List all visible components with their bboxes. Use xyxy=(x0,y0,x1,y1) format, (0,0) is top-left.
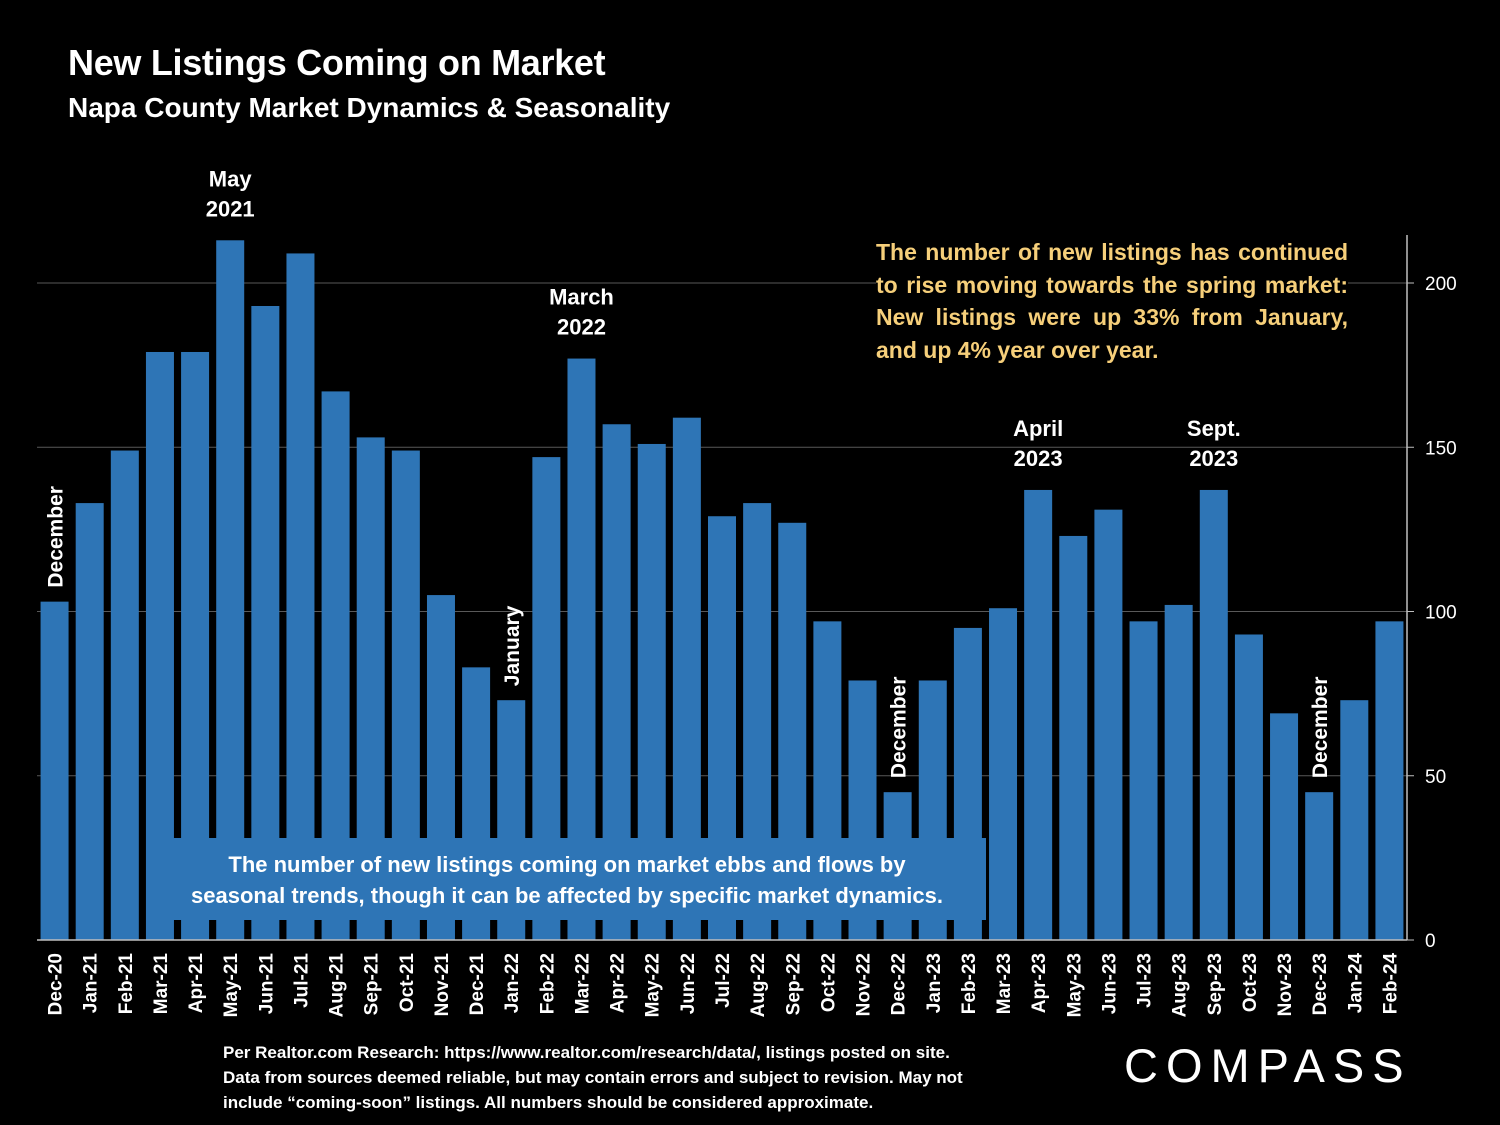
x-tick-label: Jan-21 xyxy=(81,953,102,1014)
page-title: New Listings Coming on Market xyxy=(68,42,606,83)
y-tick-label: 150 xyxy=(1425,438,1457,459)
x-tick-label: Jan-22 xyxy=(502,953,523,1013)
x-tick-label: Jan-23 xyxy=(924,953,945,1013)
x-tick-label: Jun-23 xyxy=(1099,953,1120,1014)
x-tick-label: Mar-21 xyxy=(151,953,172,1015)
y-tick-label: 0 xyxy=(1425,931,1436,952)
bar-annotation: 2023 xyxy=(1189,446,1238,471)
source-line-1: Per Realtor.com Research: https://www.re… xyxy=(223,1043,950,1062)
x-tick-label: Feb-23 xyxy=(959,953,980,1014)
x-tick-label: Mar-22 xyxy=(572,953,593,1014)
bar-annotation: May xyxy=(209,166,253,191)
bar xyxy=(1305,792,1334,940)
bar-annotation: December xyxy=(45,486,68,588)
bar xyxy=(110,450,139,940)
bar-annotation: April xyxy=(1013,416,1063,441)
bar-annotation: March xyxy=(549,285,614,310)
compass-logo: COMPASS xyxy=(1124,1039,1412,1092)
source-line-3: include “coming-soon” listings. All numb… xyxy=(223,1093,874,1112)
x-tick-label: Jul-21 xyxy=(291,953,312,1008)
x-tick-label: Oct-23 xyxy=(1240,953,1261,1012)
x-tick-label: Aug-21 xyxy=(327,953,348,1018)
x-tick-label: May-22 xyxy=(643,953,664,1017)
bar xyxy=(1024,489,1053,940)
bar xyxy=(1164,604,1193,940)
bar-annotation: 2022 xyxy=(557,315,606,340)
x-tick-label: Oct-22 xyxy=(818,953,839,1012)
bar xyxy=(989,608,1018,940)
x-tick-label: Dec-20 xyxy=(46,953,67,1015)
bar xyxy=(1129,621,1158,940)
bar xyxy=(1375,621,1404,940)
bar xyxy=(1059,535,1088,940)
x-tick-label: Feb-22 xyxy=(537,953,558,1014)
source-footnote: Per Realtor.com Research: https://www.re… xyxy=(223,1040,1065,1115)
x-tick-label: Apr-21 xyxy=(186,953,207,1014)
x-tick-label: Aug-22 xyxy=(748,953,769,1017)
bar xyxy=(1094,509,1123,940)
bar xyxy=(251,305,280,940)
x-tick-label: Jul-22 xyxy=(713,953,734,1008)
x-tick-label: Oct-21 xyxy=(397,953,418,1013)
bar xyxy=(40,601,69,940)
bar-annotation: 2021 xyxy=(206,196,255,221)
x-tick-label: Sep-22 xyxy=(783,953,804,1015)
x-tick-label: Jun-21 xyxy=(256,953,277,1015)
bar xyxy=(1234,634,1263,940)
x-tick-label: Mar-23 xyxy=(994,953,1015,1014)
highlight-note: The number of new listings has continued… xyxy=(876,236,1348,366)
bar-annotation: December xyxy=(1309,677,1332,779)
bar xyxy=(75,503,104,940)
page-subtitle: Napa County Market Dynamics & Seasonalit… xyxy=(68,92,671,123)
y-tick-label: 100 xyxy=(1425,603,1457,624)
bar xyxy=(286,253,315,940)
source-line-2: Data from sources deemed reliable, but m… xyxy=(223,1068,963,1087)
bar xyxy=(1340,700,1369,940)
x-tick-label: Nov-23 xyxy=(1275,953,1296,1016)
x-tick-label: Nov-22 xyxy=(854,953,875,1016)
y-tick-label: 50 xyxy=(1425,767,1446,788)
x-tick-label: Apr-23 xyxy=(1029,953,1050,1013)
x-tick-label: Jun-22 xyxy=(678,953,699,1014)
bar-annotation: Sept. xyxy=(1187,416,1241,441)
x-tick-label: May-23 xyxy=(1064,953,1085,1017)
x-tick-label: Dec-21 xyxy=(467,953,488,1016)
callout-line-1: The number of new listings coming on mar… xyxy=(228,852,906,877)
bar-annotation: January xyxy=(501,605,524,686)
bar-annotation: December xyxy=(888,677,911,779)
bar xyxy=(216,240,245,941)
x-tick-label: Dec-22 xyxy=(889,953,910,1015)
x-tick-label: Aug-23 xyxy=(1170,953,1191,1017)
x-tick-label: Sep-21 xyxy=(362,953,383,1016)
callout-box: The number of new listings coming on mar… xyxy=(148,838,986,920)
x-tick-label: Nov-21 xyxy=(432,953,453,1017)
callout-line-2: seasonal trends, though it can be affect… xyxy=(191,883,943,908)
x-tick-label: Feb-21 xyxy=(116,953,137,1015)
x-tick-label: Feb-24 xyxy=(1380,953,1401,1015)
x-tick-label: Sep-23 xyxy=(1205,953,1226,1015)
bar xyxy=(1270,713,1299,940)
x-tick-label: Jan-24 xyxy=(1345,953,1366,1014)
x-tick-label: Jul-23 xyxy=(1135,953,1156,1008)
x-tick-label: May-21 xyxy=(221,953,242,1018)
x-tick-label: Dec-23 xyxy=(1310,953,1331,1015)
bar-annotation: 2023 xyxy=(1014,446,1063,471)
y-tick-label: 200 xyxy=(1425,274,1457,295)
bar xyxy=(1199,489,1228,940)
x-tick-label: Apr-22 xyxy=(608,953,629,1013)
